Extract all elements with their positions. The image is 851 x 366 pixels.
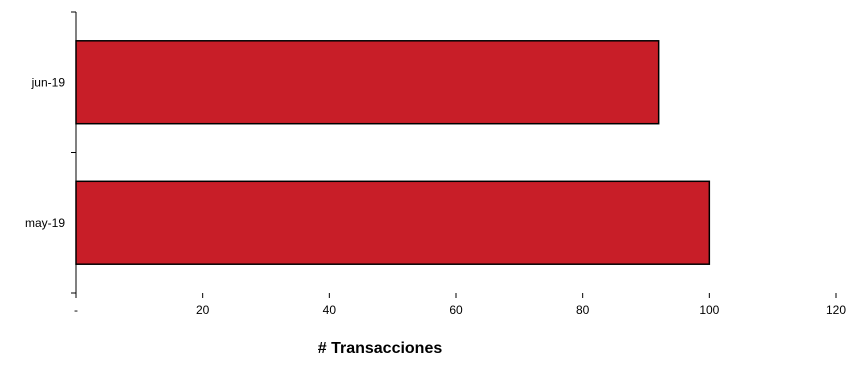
x-tick-label: 40 bbox=[323, 303, 337, 317]
y-tick-label: jun-19 bbox=[31, 75, 66, 89]
x-tick-label: - bbox=[74, 303, 78, 317]
x-tick-label: 80 bbox=[576, 303, 590, 317]
y-tick-label: may-19 bbox=[25, 216, 65, 230]
x-axis-title: # Transacciones bbox=[318, 340, 443, 357]
bars-layer bbox=[75, 40, 711, 265]
x-tick-label: 60 bbox=[449, 303, 463, 317]
y-ticks: may-19 jun-19 bbox=[25, 11, 76, 294]
x-tick-label: 20 bbox=[196, 303, 210, 317]
axes-layer: may-19 jun-19 - 20 40 60 80 100 120 bbox=[25, 11, 846, 317]
bar-may-19 bbox=[75, 180, 711, 265]
x-tick-label: 120 bbox=[826, 303, 846, 317]
x-ticks: - 20 40 60 80 100 120 bbox=[74, 293, 846, 317]
x-tick-label: 100 bbox=[699, 303, 719, 317]
bar-jun-19 bbox=[75, 40, 660, 125]
